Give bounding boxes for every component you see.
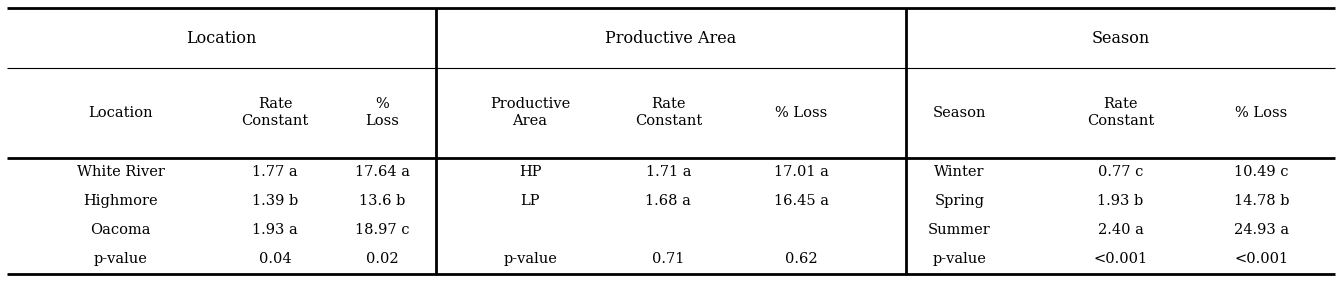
Text: p-value: p-value (933, 252, 986, 266)
Text: 10.49 c: 10.49 c (1235, 165, 1288, 179)
Text: p-value: p-value (503, 252, 557, 266)
Text: 1.39 b: 1.39 b (252, 194, 298, 208)
Text: <0.001: <0.001 (1235, 252, 1288, 266)
Text: Oacoma: Oacoma (90, 223, 152, 237)
Text: Season: Season (1091, 30, 1150, 47)
Text: 0.02: 0.02 (366, 252, 399, 266)
Text: 2.40 a: 2.40 a (1098, 223, 1143, 237)
Text: Location: Location (187, 30, 256, 47)
Text: 16.45 a: 16.45 a (774, 194, 828, 208)
Text: 1.77 a: 1.77 a (252, 165, 298, 179)
Text: 1.68 a: 1.68 a (646, 194, 691, 208)
Text: Productive Area: Productive Area (605, 30, 737, 47)
Text: Productive
Area: Productive Area (490, 97, 570, 128)
Text: HP: HP (519, 165, 541, 179)
Text: %
Loss: % Loss (365, 97, 400, 128)
Text: Rate
Constant: Rate Constant (1087, 97, 1154, 128)
Text: White River: White River (76, 165, 165, 179)
Text: Highmore: Highmore (83, 194, 158, 208)
Text: Rate
Constant: Rate Constant (635, 97, 702, 128)
Text: Rate
Constant: Rate Constant (242, 97, 309, 128)
Text: Spring: Spring (934, 194, 985, 208)
Text: 17.64 a: 17.64 a (356, 165, 409, 179)
Text: 1.71 a: 1.71 a (646, 165, 691, 179)
Text: % Loss: % Loss (1236, 106, 1287, 120)
Text: <0.001: <0.001 (1094, 252, 1147, 266)
Text: LP: LP (521, 194, 539, 208)
Text: 24.93 a: 24.93 a (1233, 223, 1290, 237)
Text: 0.04: 0.04 (259, 252, 291, 266)
Text: 17.01 a: 17.01 a (774, 165, 828, 179)
Text: 13.6 b: 13.6 b (360, 194, 405, 208)
Text: 0.71: 0.71 (652, 252, 684, 266)
Text: 18.97 c: 18.97 c (356, 223, 409, 237)
Text: 1.93 b: 1.93 b (1098, 194, 1143, 208)
Text: 14.78 b: 14.78 b (1233, 194, 1290, 208)
Text: Summer: Summer (929, 223, 990, 237)
Text: Location: Location (89, 106, 153, 120)
Text: p-value: p-value (94, 252, 148, 266)
Text: Winter: Winter (934, 165, 985, 179)
Text: 0.77 c: 0.77 c (1098, 165, 1143, 179)
Text: 0.62: 0.62 (785, 252, 817, 266)
Text: Season: Season (933, 106, 986, 120)
Text: 1.93 a: 1.93 a (252, 223, 298, 237)
Text: % Loss: % Loss (776, 106, 827, 120)
